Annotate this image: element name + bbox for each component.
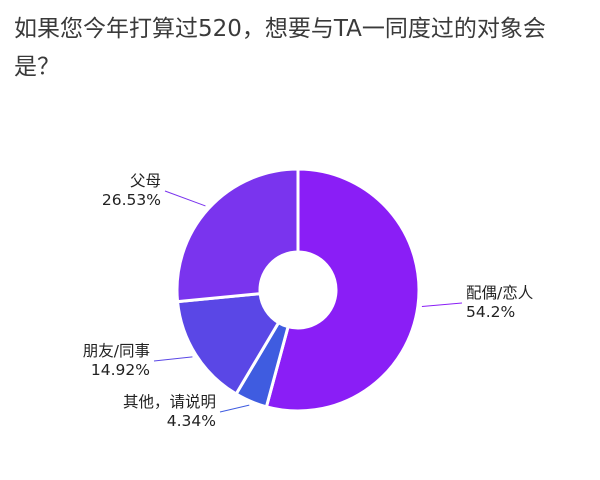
donut-slice[interactable] — [175, 167, 300, 304]
slice-value-label: 4.34% — [167, 412, 216, 430]
leader-line — [153, 356, 193, 362]
chart-title: 如果您今年打算过520，想要与TA一同度过的对象会是？ — [14, 16, 546, 80]
donut-slice[interactable] — [264, 167, 421, 413]
leader-line — [164, 190, 206, 207]
slice-value-label: 26.53% — [102, 191, 161, 209]
slice-value-label: 14.92% — [91, 361, 150, 379]
slice-label: 配偶/恋人 — [466, 283, 533, 302]
donut-slice[interactable] — [176, 292, 281, 396]
slice-label: 父母 — [130, 172, 161, 190]
leader-line — [421, 302, 463, 307]
leader-line — [219, 404, 250, 413]
slice-value-label: 54.2% — [466, 303, 515, 321]
slice-label: 朋友/同事 — [83, 342, 150, 360]
slice-label: 其他，请说明 — [123, 393, 216, 411]
